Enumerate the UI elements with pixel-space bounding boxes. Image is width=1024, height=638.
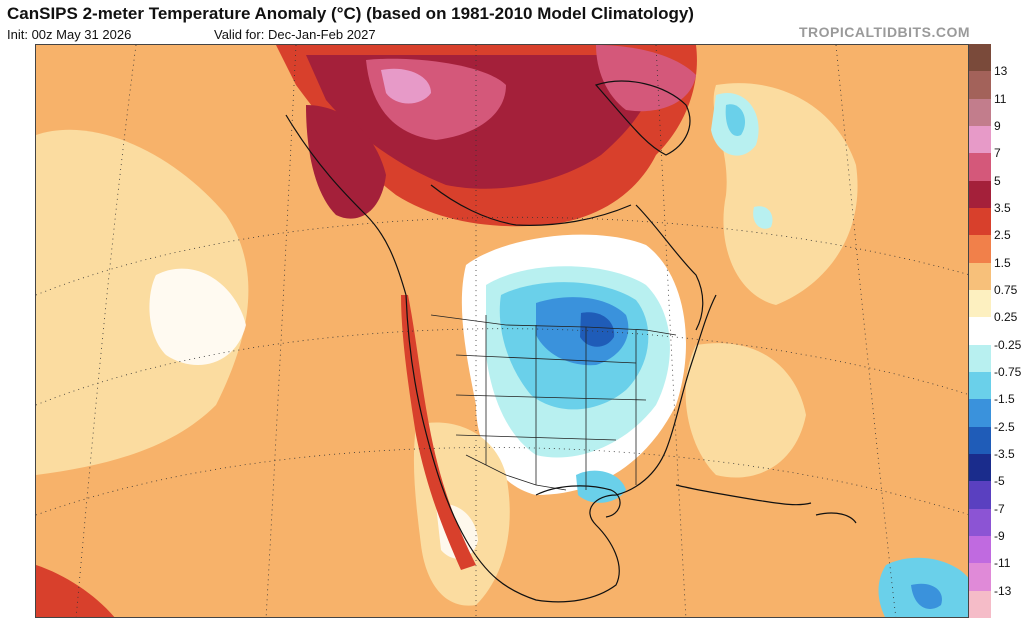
map-canvas (36, 45, 968, 617)
arctic-peak-pink (381, 68, 431, 104)
legend-swatch (969, 71, 991, 100)
legend-swatch (969, 317, 991, 346)
legend-swatch (969, 44, 991, 72)
legend-label: 1.5 (994, 255, 1011, 270)
greenland-hot-zone (596, 45, 696, 112)
west-coast-hot-streak (401, 295, 476, 570)
south-america-cool-core (911, 583, 942, 609)
legend-label: -5 (994, 474, 1005, 489)
legend-label: 5 (994, 173, 1001, 188)
legend-label: 0.75 (994, 283, 1018, 297)
legend-label: 3.5 (994, 201, 1011, 215)
legend-label: 7 (994, 146, 1001, 161)
legend-label: 9 (994, 119, 1001, 133)
alaska-hot-zone (306, 105, 386, 219)
map-title: CanSIPS 2-meter Temperature Anomaly (°C)… (7, 4, 694, 23)
pacific-mild-zone (36, 129, 249, 475)
legend-label: -9 (994, 529, 1005, 543)
legend-label: -3.5 (994, 447, 1015, 461)
legend-label: -0.75 (994, 365, 1022, 379)
valid-period: Valid for: Dec-Jan-Feb 2027 (214, 27, 376, 42)
legend-swatch (969, 153, 991, 182)
legend-swatch (969, 126, 991, 154)
legend-swatch (969, 344, 991, 373)
legend-label: -7 (994, 501, 1005, 516)
legend-swatch (969, 508, 991, 537)
legend-swatch (969, 481, 991, 510)
legend-label: -13 (994, 583, 1012, 598)
legend-swatch (969, 235, 991, 264)
legend-swatch (969, 208, 991, 236)
legend-label: 2.5 (994, 228, 1011, 243)
site-brand: TROPICALTIDBITS.COM (798, 24, 970, 40)
legend-swatch (969, 454, 991, 482)
init-time: Init: 00z May 31 2026 (7, 27, 132, 42)
legend-label: 13 (994, 64, 1008, 79)
pacific-neutral-spot (149, 268, 246, 365)
cold-anomaly-core (580, 312, 615, 347)
southwest-ocean-hot-corner (36, 565, 115, 617)
legend-label: -0.25 (994, 337, 1022, 352)
legend-swatch (969, 563, 991, 592)
legend-swatch (969, 590, 991, 619)
color-scale-legend: 13 11 9 7 5 3.5 2.5 1.5 0.75 0.25 -0.25 -0.75 -1.5 -2… (969, 44, 1024, 619)
legend-swatch (969, 290, 991, 318)
temperature-anomaly-map (35, 44, 969, 618)
legend-swatch (969, 180, 991, 209)
legend-label: -2.5 (994, 419, 1015, 434)
legend-swatch (969, 98, 991, 127)
atlantic-mild-zone-2 (685, 343, 806, 478)
graticule-lines (36, 45, 968, 617)
north-atlantic-cool-core (725, 104, 746, 136)
legend-swatch (969, 426, 991, 455)
legend-label: -1.5 (994, 392, 1015, 407)
legend-swatch (969, 262, 991, 291)
legend-swatch (969, 399, 991, 428)
political-boundaries (430, 314, 677, 491)
labrador-sea-cool-spot (753, 206, 773, 229)
legend-label: 11 (994, 91, 1007, 106)
legend-label: 0.25 (994, 310, 1018, 325)
legend-label: -11 (994, 556, 1011, 571)
legend-swatch (969, 372, 991, 400)
legend-swatch (969, 536, 991, 564)
coastline-outlines (285, 80, 857, 603)
